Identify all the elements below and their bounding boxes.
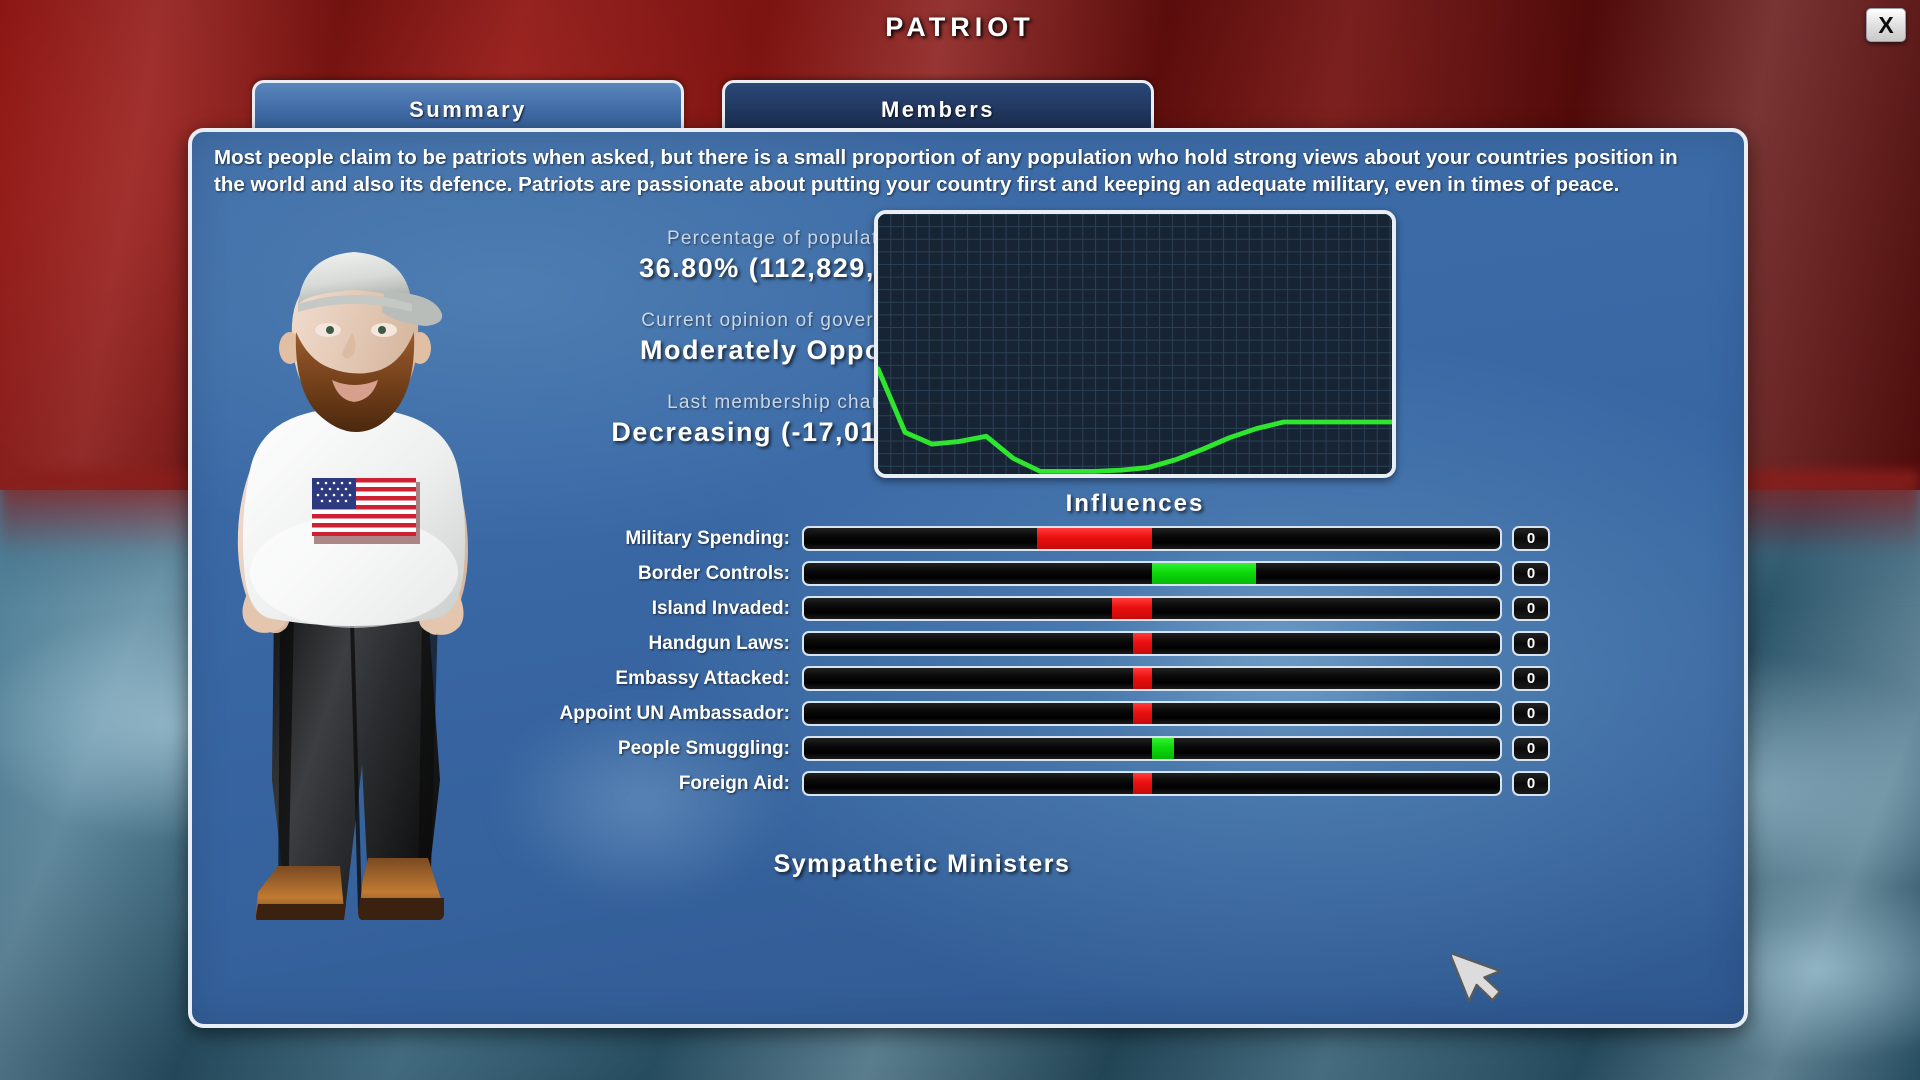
influence-value[interactable]: 0	[1512, 736, 1550, 761]
chart-series-line	[878, 366, 1392, 474]
influence-label: Handgun Laws:	[648, 632, 790, 654]
influence-label: Island Invaded:	[651, 597, 790, 619]
avatar	[202, 220, 532, 926]
influence-value[interactable]: 0	[1512, 771, 1550, 796]
influence-row: Embassy Attacked: 0	[522, 664, 1722, 693]
influences-heading: Influences	[1065, 490, 1205, 517]
chart-gridlines-horizontal	[878, 214, 1392, 467]
influence-bar	[802, 771, 1502, 796]
influence-bar-fill	[1152, 738, 1175, 759]
stat-label: Percentage of population	[666, 228, 908, 249]
influence-bar-fill	[1133, 773, 1152, 794]
influence-bar	[802, 666, 1502, 691]
influence-bar-fill	[1133, 703, 1152, 724]
influence-row: Appoint UN Ambassador: 0	[522, 699, 1722, 728]
tab-summary[interactable]: Summary	[252, 80, 684, 136]
influence-label: Military Spending:	[625, 527, 790, 549]
influence-row: Border Controls: 0	[522, 559, 1722, 588]
influence-bar	[802, 631, 1502, 656]
stat-label: Last membership change	[667, 392, 907, 413]
influence-label: Foreign Aid:	[678, 772, 790, 794]
influence-label: People Smuggling:	[617, 737, 790, 759]
influence-bar	[802, 701, 1502, 726]
influence-bar	[802, 561, 1502, 586]
avatar-head	[279, 252, 443, 432]
influence-value[interactable]: 0	[1512, 596, 1550, 621]
influence-bar-fill	[1133, 668, 1152, 689]
chart-gridlines-vertical	[878, 214, 1391, 474]
avatar-pants	[272, 610, 440, 920]
close-icon[interactable]: X	[1866, 8, 1906, 42]
tab-members[interactable]: Members	[722, 80, 1154, 136]
group-description: Most people claim to be patriots when as…	[214, 146, 1678, 197]
stat-label: Current opinion of government	[641, 310, 933, 331]
influence-bar	[802, 526, 1502, 551]
influence-label: Border Controls:	[638, 562, 790, 584]
mouse-cursor	[1448, 940, 1512, 1012]
membership-history-chart	[874, 210, 1396, 478]
influence-value[interactable]: 0	[1512, 666, 1550, 691]
influence-label: Embassy Attacked:	[615, 667, 790, 689]
avatar-flag-patch	[312, 478, 420, 544]
influence-row: Handgun Laws: 0	[522, 629, 1722, 658]
influence-value[interactable]: 0	[1512, 701, 1550, 726]
influence-label: Appoint UN Ambassador:	[559, 702, 790, 724]
influence-value[interactable]: 0	[1512, 631, 1550, 656]
influence-row: Island Invaded: 0	[522, 594, 1722, 623]
sympathetic-ministers-heading[interactable]: Sympathetic Ministers	[773, 850, 1071, 878]
influence-value[interactable]: 0	[1512, 526, 1550, 551]
influence-row: Foreign Aid: 0	[522, 769, 1722, 798]
influence-bar-fill	[1037, 528, 1152, 549]
page-title: PATRIOT	[885, 12, 1035, 42]
influence-row: Military Spending: 0	[522, 524, 1722, 553]
influence-value[interactable]: 0	[1512, 561, 1550, 586]
group-detail-panel: Most people claim to be patriots when as…	[188, 128, 1748, 1028]
influence-bar-fill	[1152, 563, 1257, 584]
influence-bar-fill	[1133, 633, 1152, 654]
influence-bar	[802, 596, 1502, 621]
influences-list: Military Spending: 0 Border Controls: 0 …	[522, 524, 1722, 804]
influence-bar-fill	[1111, 598, 1152, 619]
influence-bar	[802, 736, 1502, 761]
influence-row: People Smuggling: 0	[522, 734, 1722, 763]
